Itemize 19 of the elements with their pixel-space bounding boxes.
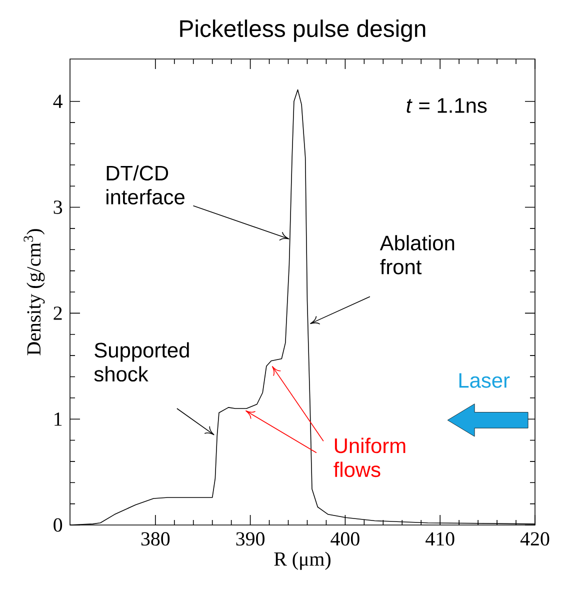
- x-tick-label: 380: [141, 532, 170, 546]
- x-tick-label: 400: [330, 532, 360, 546]
- x-axis-title: R (μm): [274, 552, 330, 570]
- annotation: t = 1.1ns: [406, 98, 487, 113]
- annotation: Ablation front: [380, 235, 454, 274]
- y-tick-label: 3: [54, 200, 62, 214]
- chart-title: Picketless pulse design: [180, 20, 426, 42]
- x-tick-label: 390: [236, 532, 264, 546]
- annotation: DT/CD interface: [106, 165, 184, 204]
- y-tick-label: 0: [54, 518, 62, 532]
- y-tick-label: 1: [54, 412, 62, 426]
- annotation: Laser: [459, 373, 510, 388]
- y-tick-label: 2: [54, 306, 62, 320]
- y-tick-label: 4: [53, 94, 63, 108]
- annotation: Uniform flows: [334, 438, 406, 478]
- x-tick-label: 410: [426, 532, 454, 546]
- x-tick-label: 420: [520, 532, 550, 546]
- annotation: Supported shock: [94, 342, 189, 382]
- y-axis-title: Density (g/cm$^{3}$): [24, 229, 45, 356]
